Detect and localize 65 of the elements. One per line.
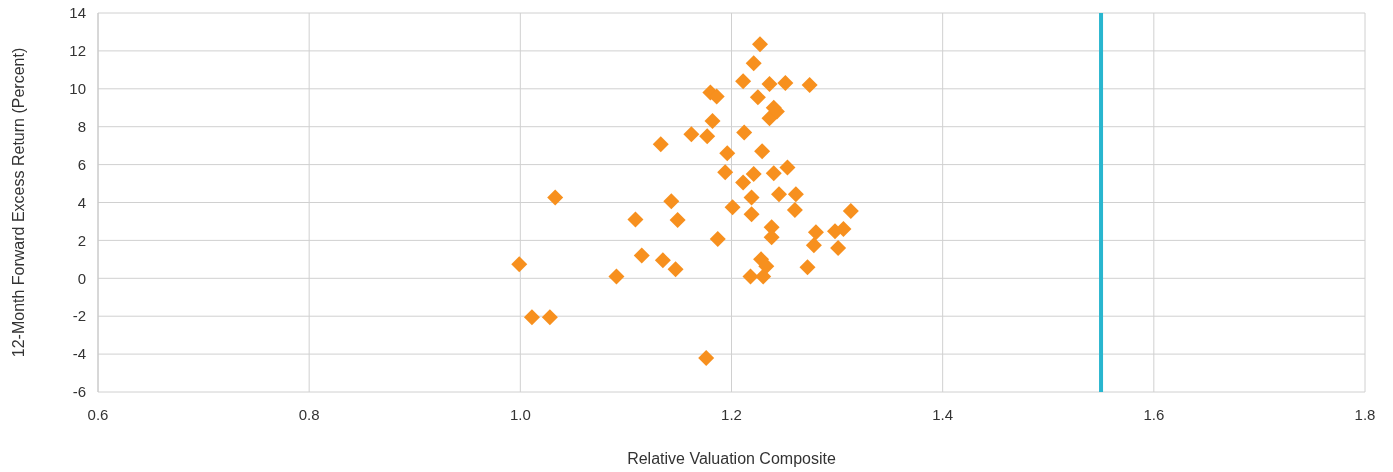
point xyxy=(787,186,804,203)
y-tick-label: 8 xyxy=(77,117,86,135)
x-tick-label: 0.8 xyxy=(298,406,320,423)
point xyxy=(743,206,760,223)
point xyxy=(627,211,644,228)
point xyxy=(799,259,816,276)
y-tick-label: -6 xyxy=(72,383,86,401)
point xyxy=(652,136,669,153)
point xyxy=(511,256,528,273)
x-tick-label: 1.2 xyxy=(721,406,742,423)
y-tick-label: 14 xyxy=(69,4,86,22)
point xyxy=(761,76,778,93)
point xyxy=(771,186,788,203)
x-tick-label: 1.8 xyxy=(1354,406,1376,423)
y-tick-label: -4 xyxy=(72,345,86,363)
point xyxy=(547,189,564,206)
point xyxy=(842,203,859,220)
point xyxy=(805,237,822,254)
point xyxy=(743,189,760,206)
point xyxy=(754,143,771,160)
point xyxy=(698,349,715,366)
y-tick-label: 4 xyxy=(77,193,86,211)
point xyxy=(717,164,734,181)
point xyxy=(765,165,782,182)
point xyxy=(758,258,775,275)
y-tick-label: 6 xyxy=(77,155,86,173)
point xyxy=(709,231,726,248)
y-axis-title: 12-Month Forward Excess Return (Percent) xyxy=(10,47,27,358)
point xyxy=(735,73,752,90)
point xyxy=(667,261,684,278)
point xyxy=(752,36,769,53)
point xyxy=(699,128,716,145)
y-tick-label: 12 xyxy=(69,42,86,60)
point xyxy=(669,212,686,229)
point xyxy=(807,224,824,241)
x-tick-label: 1.0 xyxy=(509,406,531,423)
point xyxy=(541,309,558,326)
y-tick-label: 10 xyxy=(69,80,86,98)
point xyxy=(608,268,625,285)
point xyxy=(704,113,721,130)
point xyxy=(719,145,736,162)
point xyxy=(523,309,540,326)
point xyxy=(786,202,803,219)
point xyxy=(830,239,847,256)
y-tick-label: -2 xyxy=(72,307,86,325)
point xyxy=(742,268,759,285)
x-tick-label: 0.6 xyxy=(87,406,109,423)
point xyxy=(801,77,818,94)
x-tick-label: 1.4 xyxy=(932,406,954,423)
point xyxy=(663,193,680,210)
point xyxy=(724,199,741,216)
point xyxy=(745,166,762,183)
point xyxy=(633,247,650,264)
point xyxy=(779,159,796,176)
x-tick-label: 1.6 xyxy=(1143,406,1165,423)
point xyxy=(654,252,671,269)
x-axis-title: Relative Valuation Composite xyxy=(627,450,836,467)
point xyxy=(683,126,700,143)
point xyxy=(749,89,766,106)
point xyxy=(735,174,752,191)
point xyxy=(745,55,762,72)
y-tick-label: 2 xyxy=(77,231,86,249)
point xyxy=(777,75,794,92)
y-tick-label: 0 xyxy=(77,269,86,287)
point xyxy=(736,124,753,141)
